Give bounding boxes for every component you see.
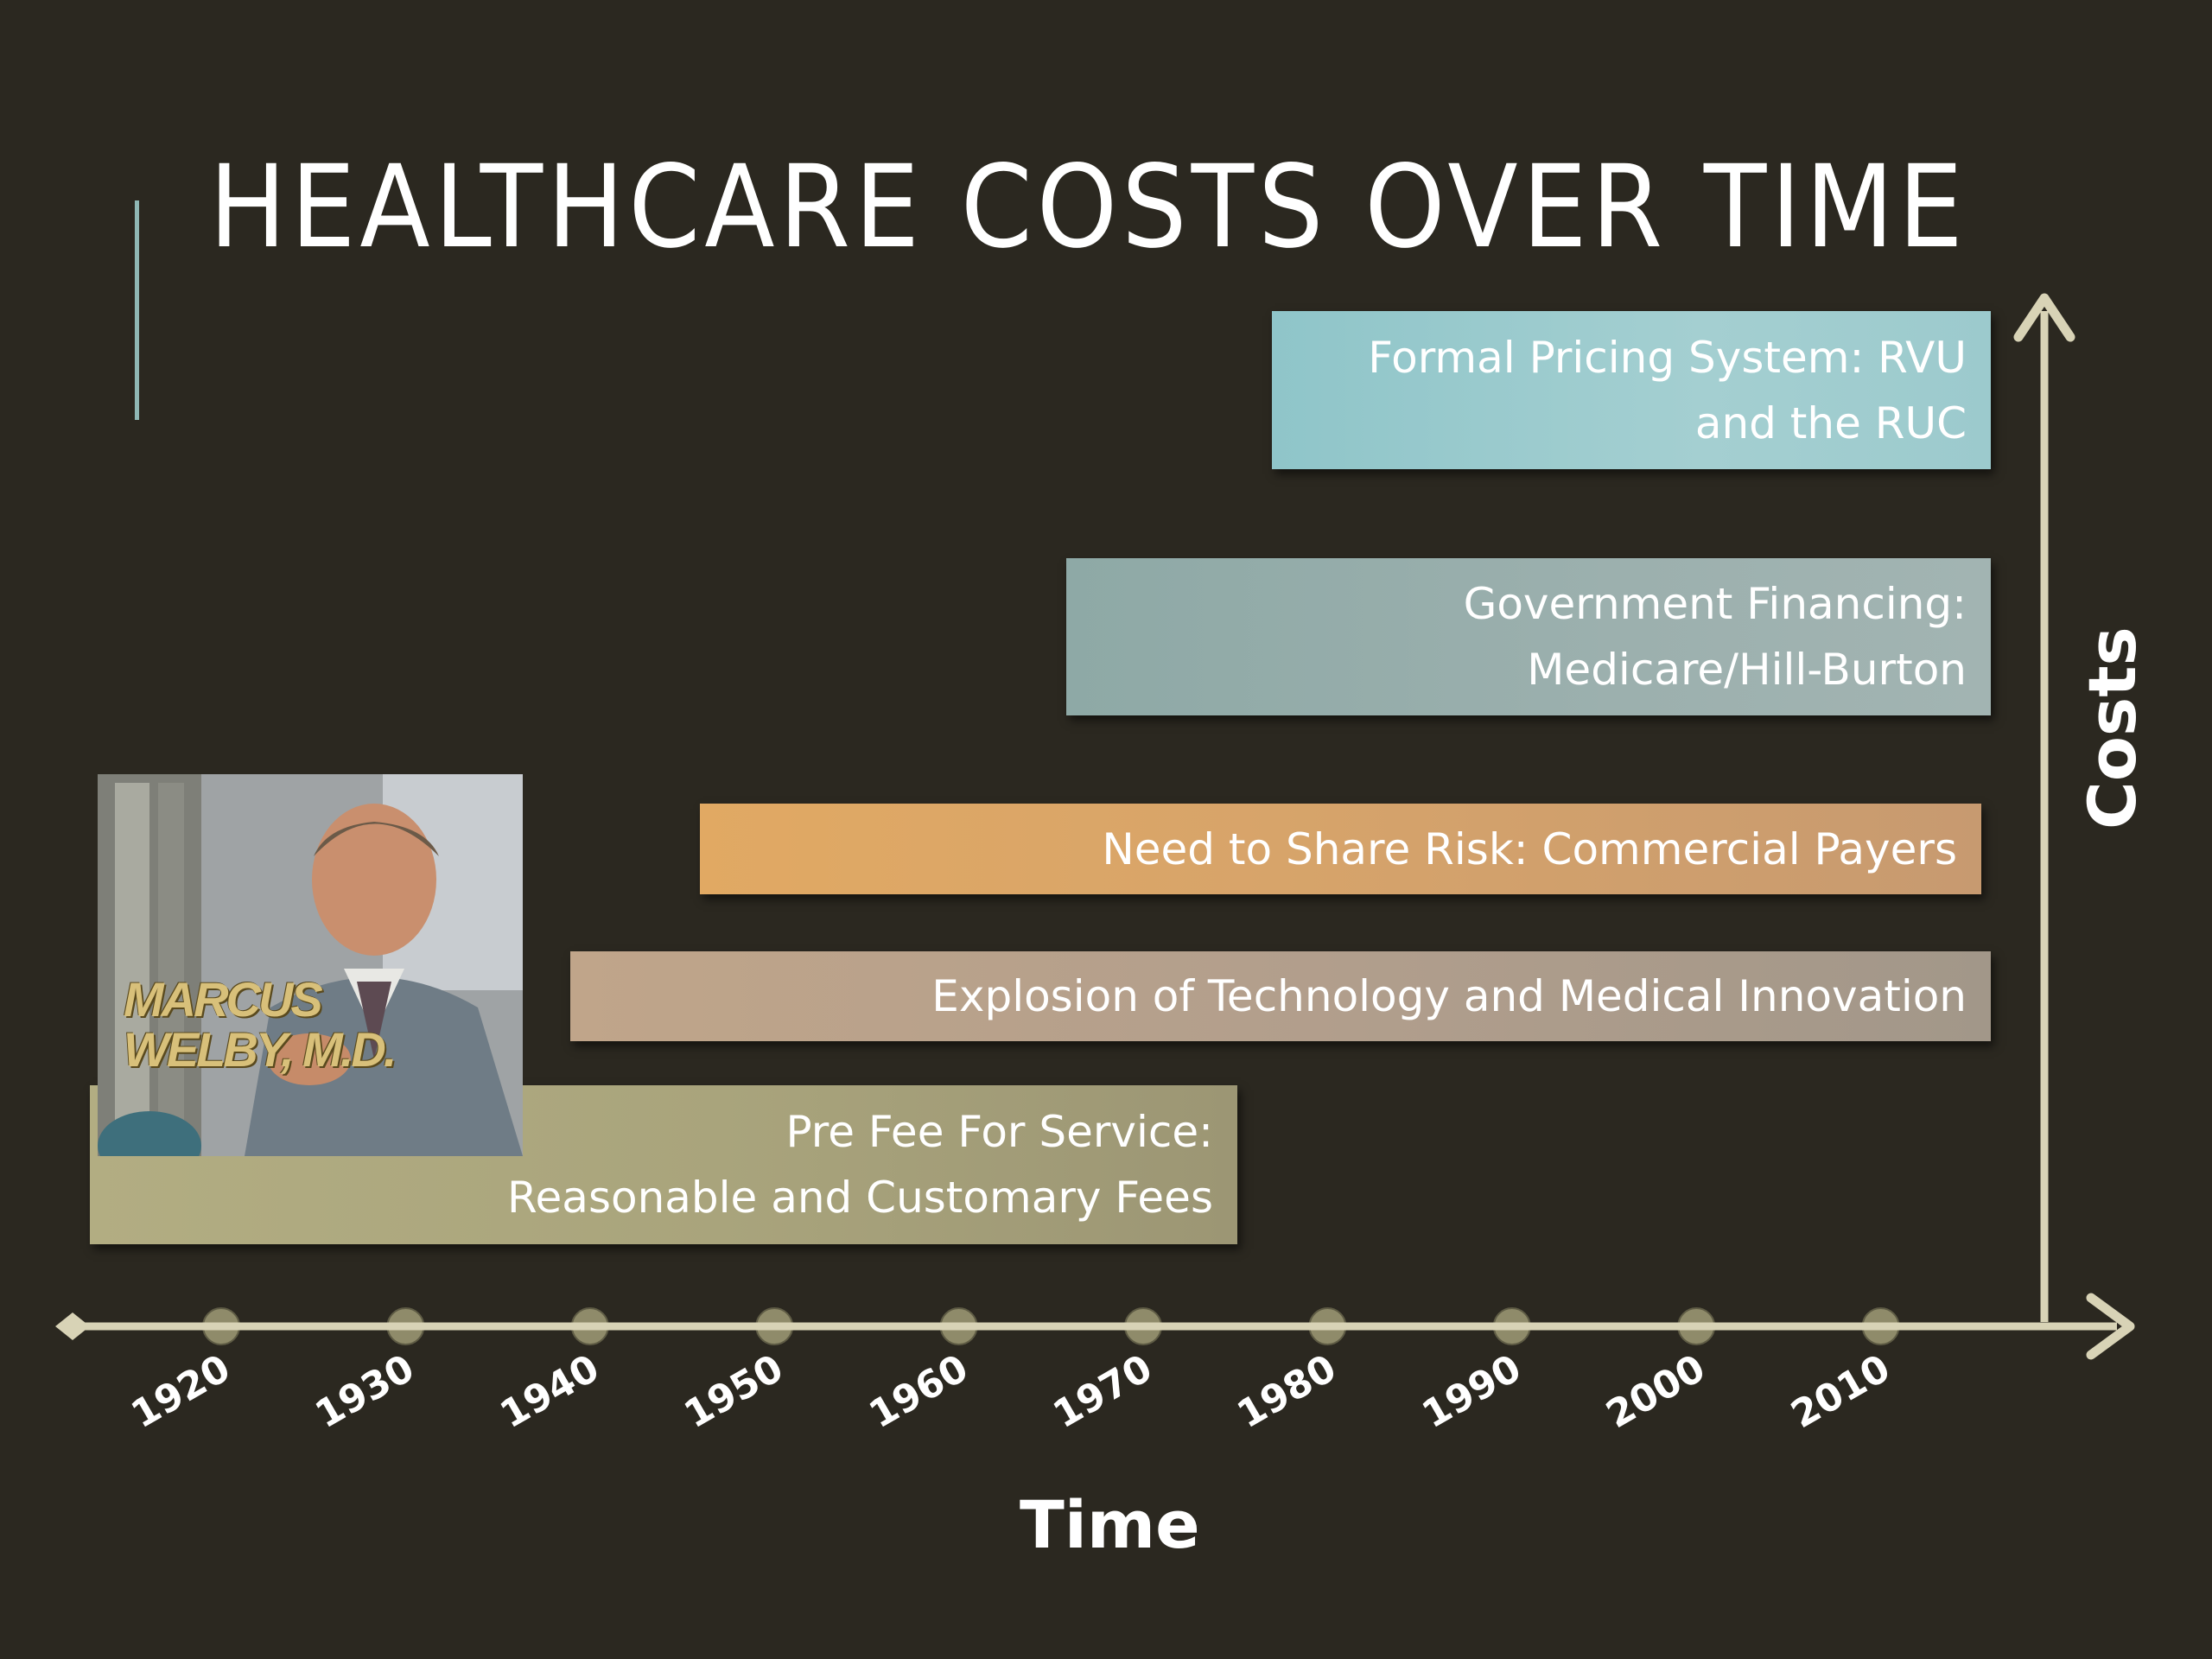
x-axis-start-diamond (55, 1313, 90, 1340)
marcus-welby-photo: MARCUS WELBY, M.D. (98, 774, 523, 1156)
x-axis-arrowhead (2086, 1293, 2135, 1360)
bar-label-line1: Need to Share Risk: Commercial Payers (1102, 823, 1957, 874)
bar-label-line1: Government Financing: (1463, 579, 1967, 629)
y-axis-title: Costs (2074, 626, 2151, 830)
photo-caption-line2: WELBY, M.D. (124, 1022, 397, 1077)
y-axis-arrowhead (2013, 293, 2075, 342)
bar-share-risk: Need to Share Risk: Commercial Payers (700, 804, 1981, 894)
photo-illustration (98, 774, 523, 1156)
slide-title: HEALTHCARE COSTS OVER TIME (209, 141, 1967, 274)
bar-label-line1: Pre Fee For Service: (785, 1107, 1213, 1157)
bar-label-line2: Medicare/Hill-Burton (1527, 645, 1967, 695)
photo-caption-line1: MARCUS (124, 972, 323, 1027)
bar-technology-explosion: Explosion of Technology and Medical Inno… (570, 951, 1991, 1041)
photo-caption: MARCUS WELBY, M.D. (124, 972, 397, 1077)
title-accent-line (135, 200, 139, 420)
bar-label-line1: Explosion of Technology and Medical Inno… (931, 971, 1967, 1021)
bar-label-line1: Formal Pricing System: RVU (1368, 332, 1967, 383)
bar-label-line2: Reasonable and Customary Fees (507, 1173, 1213, 1223)
bar-government-financing: Government Financing: Medicare/Hill-Burt… (1066, 558, 1991, 715)
bar-formal-pricing-system: Formal Pricing System: RVU and the RUC (1272, 311, 1991, 469)
x-axis-title: Time (1020, 1486, 1200, 1563)
bar-label-line2: and the RUC (1694, 397, 1967, 448)
